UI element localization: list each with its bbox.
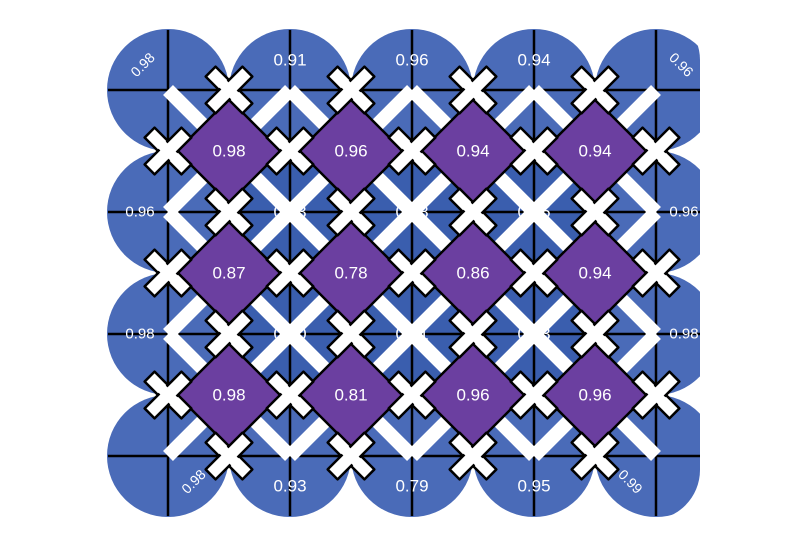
blue-value: 0.93 [273, 203, 306, 222]
blue-value: 0.93 [273, 477, 306, 496]
blue-value: 0.96 [395, 51, 428, 70]
purple-value: 0.94 [578, 142, 611, 161]
blue-value: 0.81 [395, 325, 428, 344]
purple-value: 0.78 [334, 264, 367, 283]
blue-value: 0.98 [669, 326, 698, 343]
blue-value: 0.90 [273, 325, 306, 344]
blue-value: 0.96 [669, 204, 698, 221]
purple-value: 0.87 [212, 264, 245, 283]
blue-value: 0.96 [125, 204, 154, 221]
purple-value: 0.96 [334, 142, 367, 161]
purple-value: 0.98 [212, 386, 245, 405]
blue-value: 0.91 [273, 51, 306, 70]
purple-value: 0.96 [578, 386, 611, 405]
blue-value: 0.95 [517, 477, 550, 496]
blue-value: 0.78 [395, 203, 428, 222]
blue-value: 0.94 [517, 51, 550, 70]
blue-value: 0.93 [517, 325, 550, 344]
purple-value: 0.98 [212, 142, 245, 161]
blue-value: 0.95 [517, 203, 550, 222]
purple-value: 0.81 [334, 386, 367, 405]
blue-value: 0.79 [395, 477, 428, 496]
purple-value: 0.94 [456, 142, 489, 161]
purple-value: 0.86 [456, 264, 489, 283]
blue-value: 0.98 [125, 326, 154, 343]
purple-value: 0.96 [456, 386, 489, 405]
purple-value: 0.94 [578, 264, 611, 283]
